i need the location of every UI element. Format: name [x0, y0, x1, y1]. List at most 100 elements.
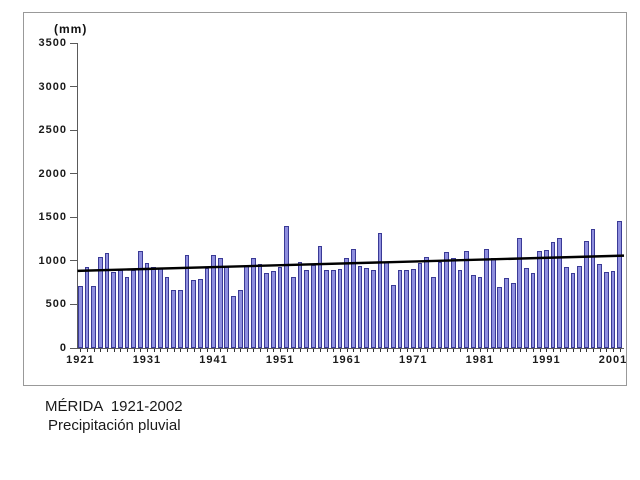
caption-subtitle: Precipitación pluvial — [48, 417, 181, 434]
bar-1941 — [211, 255, 216, 348]
bar-1944 — [231, 296, 236, 348]
bar-1970 — [404, 270, 409, 348]
bar-1954 — [297, 261, 303, 348]
bar-2001 — [610, 271, 616, 348]
bar-1956 — [311, 265, 316, 348]
x-tick-1976 — [446, 349, 448, 352]
bar-1989 — [530, 273, 536, 348]
bar-1984 — [497, 287, 503, 348]
x-tick-1958 — [326, 349, 328, 352]
x-tick-label-1961: 1961 — [332, 354, 361, 366]
x-tick-1991 — [546, 349, 548, 352]
x-tick-1932 — [153, 349, 155, 352]
x-tick-1929 — [133, 349, 135, 352]
x-tick-1946 — [246, 349, 248, 352]
x-tick-1997 — [586, 349, 588, 352]
y-tick-0 — [70, 347, 78, 349]
bar-1932 — [151, 266, 156, 348]
x-tick-1962 — [353, 349, 355, 352]
bar-1955 — [304, 269, 310, 348]
x-tick-1983 — [493, 349, 495, 352]
x-tick-1949 — [266, 349, 268, 352]
bar-1979 — [464, 250, 469, 348]
x-tick-1925 — [106, 349, 108, 352]
y-tick-label-0: 0 — [59, 342, 67, 354]
bar-1986 — [510, 282, 516, 348]
bar-1945 — [237, 289, 243, 348]
x-tick-1959 — [333, 349, 335, 352]
x-tick-label-1951: 1951 — [265, 354, 295, 366]
x-tick-label-1981: 1981 — [465, 354, 495, 366]
bar-1982 — [484, 248, 489, 348]
bar-1926 — [111, 271, 116, 348]
x-tick-1942 — [220, 349, 222, 352]
bar-2000 — [604, 271, 609, 348]
x-tick-1980 — [473, 349, 475, 352]
trend-line — [77, 254, 625, 273]
bar-1947 — [251, 258, 256, 348]
x-tick-1938 — [193, 349, 195, 352]
x-tick-1990 — [539, 349, 541, 352]
x-tick-1961 — [346, 349, 348, 352]
bar-1922 — [84, 266, 90, 348]
bar-1993 — [557, 238, 563, 348]
x-tick-1972 — [419, 349, 421, 352]
y-tick-3500 — [70, 42, 78, 44]
bar-1928 — [124, 277, 130, 348]
x-tick-1921 — [80, 349, 82, 352]
x-tick-1937 — [186, 349, 188, 352]
x-tick-1975 — [439, 349, 441, 352]
bar-1924 — [97, 257, 103, 348]
bar-1951 — [277, 267, 283, 348]
bar-1937 — [184, 255, 190, 348]
bar-1935 — [171, 289, 176, 348]
x-tick-1969 — [399, 349, 401, 352]
x-tick-2000 — [606, 349, 608, 352]
bar-1957 — [317, 246, 323, 348]
bar-1987 — [517, 238, 523, 348]
bar-1939 — [197, 279, 203, 348]
bar-1980 — [470, 274, 476, 348]
bar-1971 — [410, 269, 416, 348]
y-tick-500 — [70, 303, 78, 305]
x-tick-1996 — [579, 349, 581, 352]
x-tick-1989 — [533, 349, 535, 352]
x-tick-1981 — [479, 349, 481, 352]
x-tick-label-2001: 2001 — [598, 354, 628, 366]
y-tick-2500 — [70, 129, 78, 131]
y-tick-label-2500: 2500 — [38, 124, 67, 137]
bar-1974 — [430, 276, 436, 348]
bar-1992 — [550, 242, 556, 348]
x-axis — [77, 348, 624, 349]
x-tick-1988 — [526, 349, 528, 352]
bar-1995 — [570, 273, 576, 348]
bar-1975 — [437, 261, 443, 348]
x-tick-label-1941: 1941 — [199, 354, 228, 366]
bar-1969 — [397, 270, 403, 348]
x-tick-1927 — [120, 349, 122, 352]
chart-frame: (mm) 0 500 1000 1500 2000 2500 3000 3500 1921 19… — [23, 12, 627, 386]
x-tick-1924 — [100, 349, 102, 352]
x-tick-1978 — [459, 349, 461, 352]
bar-1985 — [504, 278, 509, 348]
x-tick-1936 — [180, 349, 182, 352]
x-tick-1939 — [200, 349, 202, 352]
bar-1965 — [370, 270, 376, 348]
bar-1981 — [477, 276, 483, 348]
x-tick-1963 — [360, 349, 361, 352]
bar-1976 — [444, 252, 449, 348]
x-tick-1922 — [87, 349, 88, 352]
x-tick-label-1921: 1921 — [66, 354, 95, 366]
x-tick-label-1971: 1971 — [399, 354, 428, 366]
bar-1927 — [117, 270, 123, 348]
x-tick-1971 — [413, 349, 415, 352]
y-axis — [77, 43, 78, 348]
bar-1960 — [337, 269, 343, 348]
x-tick-1966 — [379, 349, 381, 352]
x-tick-1982 — [486, 349, 488, 352]
x-tick-1935 — [173, 349, 175, 352]
y-axis-unit-label: (mm) — [54, 22, 88, 36]
bar-1953 — [291, 277, 296, 348]
x-tick-1944 — [233, 349, 235, 352]
x-tick-1950 — [273, 349, 275, 352]
